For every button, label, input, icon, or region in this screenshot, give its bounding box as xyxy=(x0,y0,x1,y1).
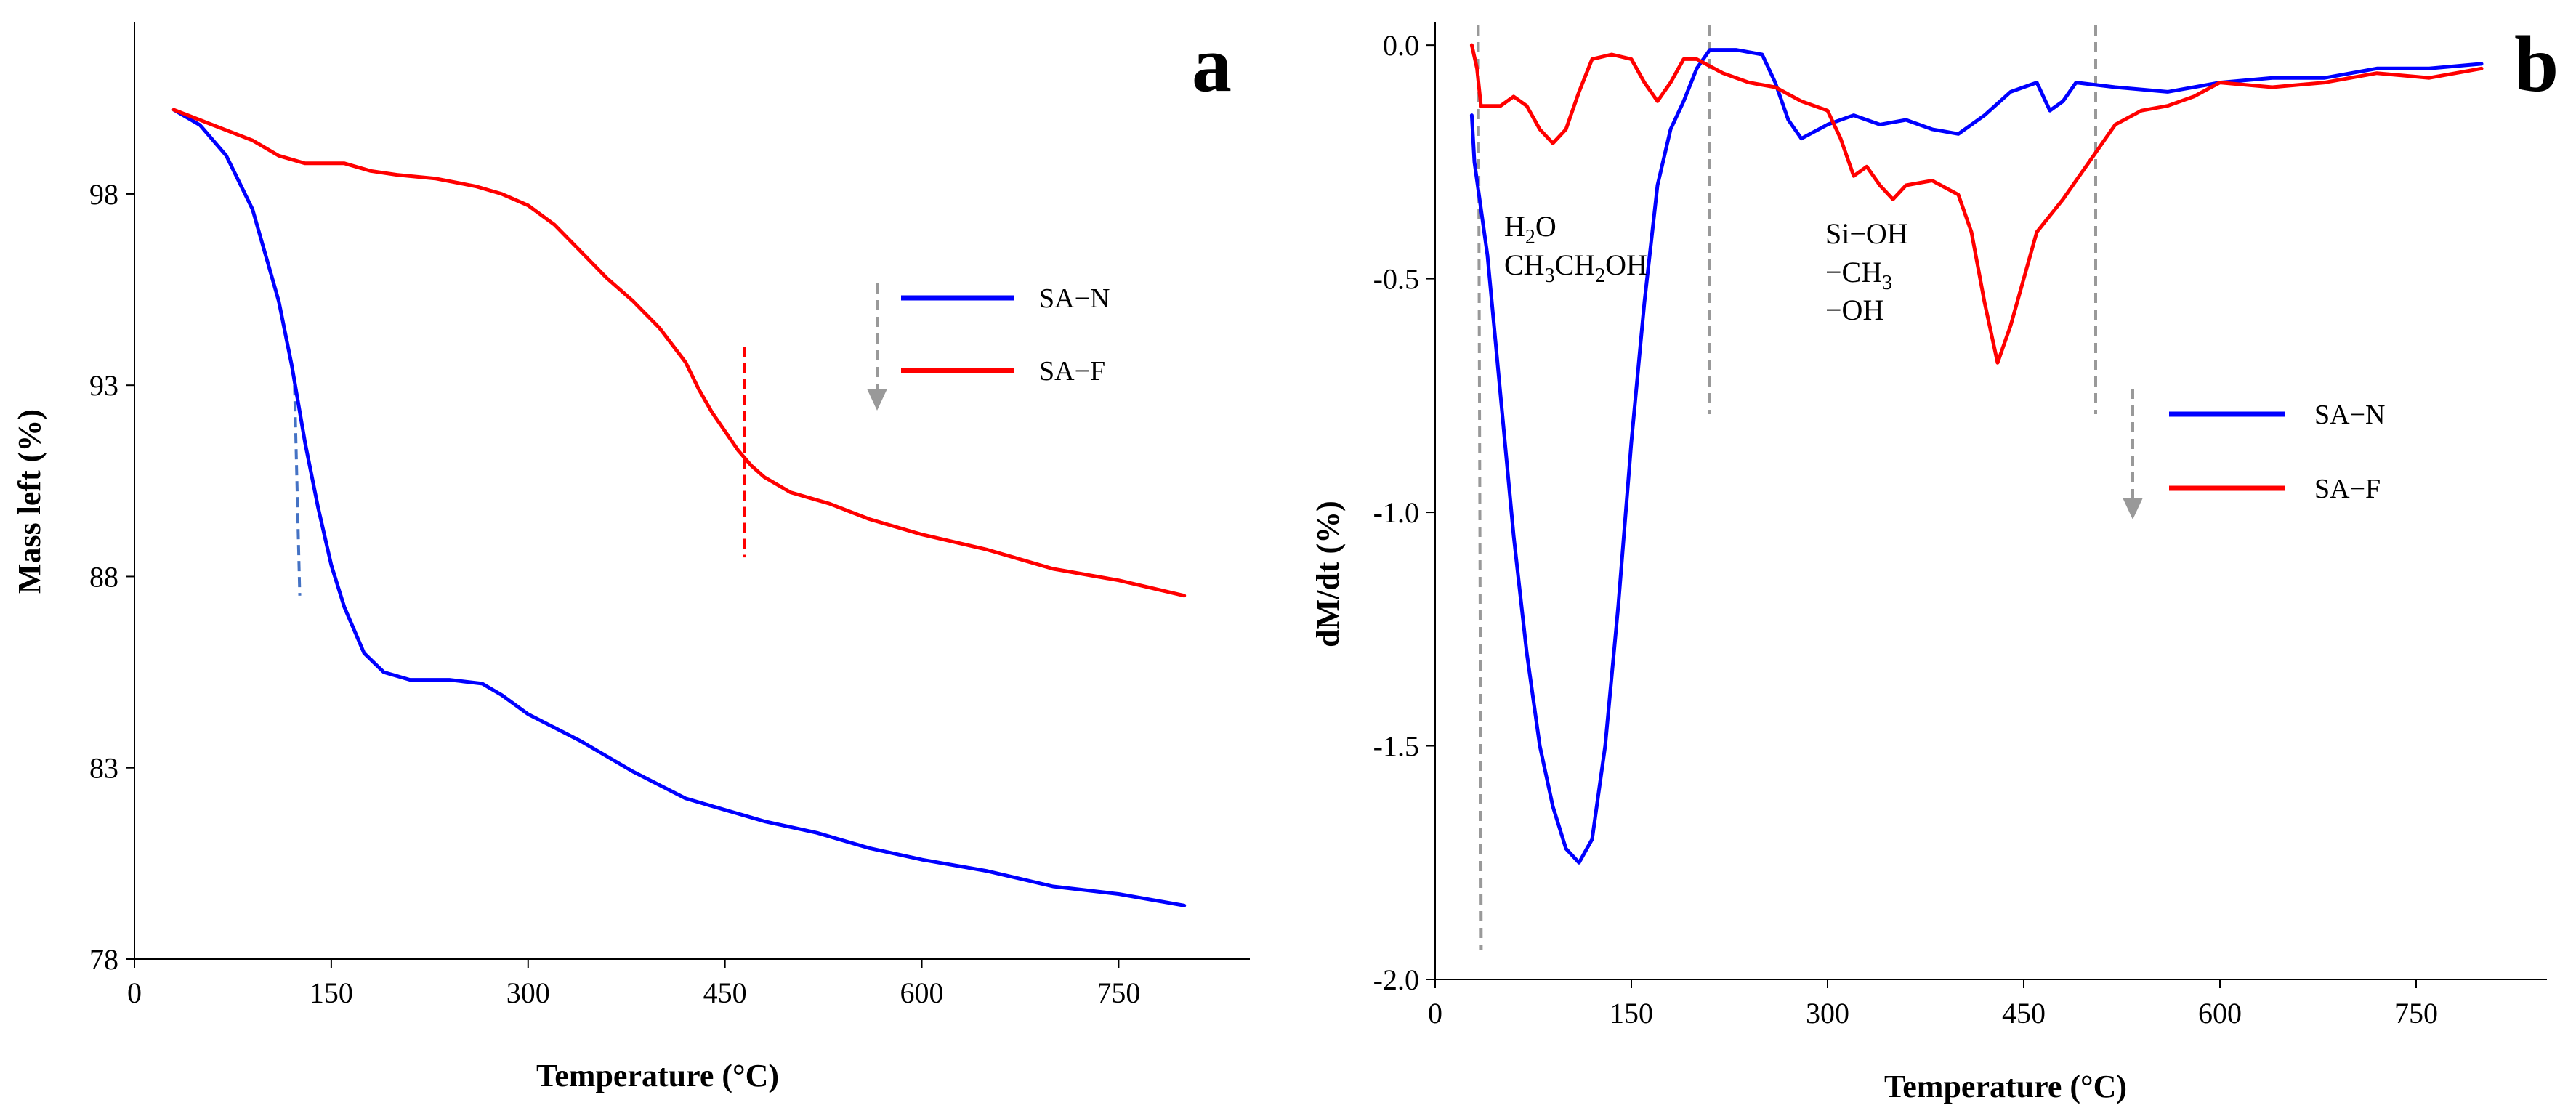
anno-ethanol: CH3CH2OH xyxy=(1504,248,1647,287)
panel-a-y-tick-label: 98 xyxy=(89,178,118,211)
panel-a-x-tick-label: 0 xyxy=(127,976,142,1009)
panel-a-x-title: Temperature (°C) xyxy=(536,1058,779,1093)
anno-oh: −OH xyxy=(1825,294,1883,326)
panel-b-x-tick-label: 0 xyxy=(1428,997,1442,1030)
panel-a-legend-arrow-head xyxy=(867,389,887,411)
anno-ch3: −CH3 xyxy=(1825,256,1892,294)
series-line-saf xyxy=(1469,43,2484,365)
panel-b-y-ticks: 0.0 -0.5 -1.0 -1.5 -2.0 xyxy=(1373,29,1435,996)
panel-b-x-tick-label: 750 xyxy=(2394,997,2438,1030)
panel-a: a 78 83 88 93 98 0 150 300 450 600 750 Temperatur… xyxy=(12,20,1250,1093)
panel-a-legend-label-sa-n: SA−N xyxy=(1039,283,1110,314)
panel-b-x-tick-label: 600 xyxy=(2198,997,2242,1030)
panel-b-y-tick-label: -2.0 xyxy=(1373,963,1419,996)
panel-b-boundaries xyxy=(1477,25,2097,951)
panel-b-x-title: Temperature (°C) xyxy=(1884,1069,2127,1104)
panel-b-legend-label-sa-n: SA−N xyxy=(2314,400,2385,430)
panel-a-series xyxy=(171,108,1187,907)
panel-a-legend: SA−N SA−F xyxy=(867,283,1110,411)
stage-boundary-line xyxy=(1477,25,1483,951)
panel-b-annotations: H2O CH3CH2OH Si−OH −CH3 −OH xyxy=(1504,210,1908,326)
panel-b-legend-arrow-head xyxy=(2123,498,2143,519)
panel-a-y-tick-label: 83 xyxy=(89,752,118,785)
panel-b-letter: b xyxy=(2514,20,2559,108)
panel-a-x-tick-label: 450 xyxy=(703,976,747,1009)
panel-b-y-tick-label: -1.0 xyxy=(1373,496,1419,529)
panel-a-letter: a xyxy=(1192,20,1232,108)
panel-a-x-tick-label: 300 xyxy=(506,976,550,1009)
panel-b-x-ticks: 0 150 300 450 600 750 xyxy=(1428,979,2438,1030)
panel-a-x-tick-label: 150 xyxy=(310,976,353,1009)
panel-a-y-ticks: 78 83 88 93 98 xyxy=(89,178,134,976)
panel-a-x-tick-label: 600 xyxy=(900,976,944,1009)
panel-a-y-tick-label: 93 xyxy=(89,369,118,402)
anno-h2o: H2O xyxy=(1504,210,1556,248)
panel-b-y-tick-label: -0.5 xyxy=(1373,263,1419,296)
panel-a-y-tick-label: 88 xyxy=(89,560,118,593)
panel-b-x-tick-label: 300 xyxy=(1806,997,1849,1030)
panel-b-y-tick-label: -1.5 xyxy=(1373,730,1419,763)
panel-b-series xyxy=(1469,43,2484,865)
panel-a-y-tick-label: 78 xyxy=(89,943,118,976)
panel-b-y-tick-label: 0.0 xyxy=(1383,29,1419,62)
panel-b-legend-label-sa-f: SA−F xyxy=(2314,474,2381,504)
series-line-saf xyxy=(171,108,1187,598)
series-line-san xyxy=(1469,48,2484,865)
panel-b-y-title: dM/dt (%) xyxy=(1310,501,1346,647)
panel-a-x-ticks: 0 150 300 450 600 750 xyxy=(127,959,1140,1009)
panel-b-x-tick-label: 450 xyxy=(2002,997,2046,1030)
panel-a-legend-label-sa-f: SA−F xyxy=(1039,356,1105,387)
panel-b-x-tick-label: 150 xyxy=(1610,997,1653,1030)
panel-b-legend: SA−N SA−F xyxy=(2123,389,2385,519)
panel-a-markers xyxy=(293,347,746,596)
anno-si-oh: Si−OH xyxy=(1825,217,1908,250)
series-line-san xyxy=(171,108,1187,907)
panel-a-x-tick-label: 750 xyxy=(1097,976,1140,1009)
panel-b: b 0.0 -0.5 -1.0 -1.5 -2.0 0 150 300 450 600 750 T… xyxy=(1310,20,2559,1104)
panel-a-y-title: Mass left (%) xyxy=(12,409,47,594)
onset-marker xyxy=(293,385,302,596)
